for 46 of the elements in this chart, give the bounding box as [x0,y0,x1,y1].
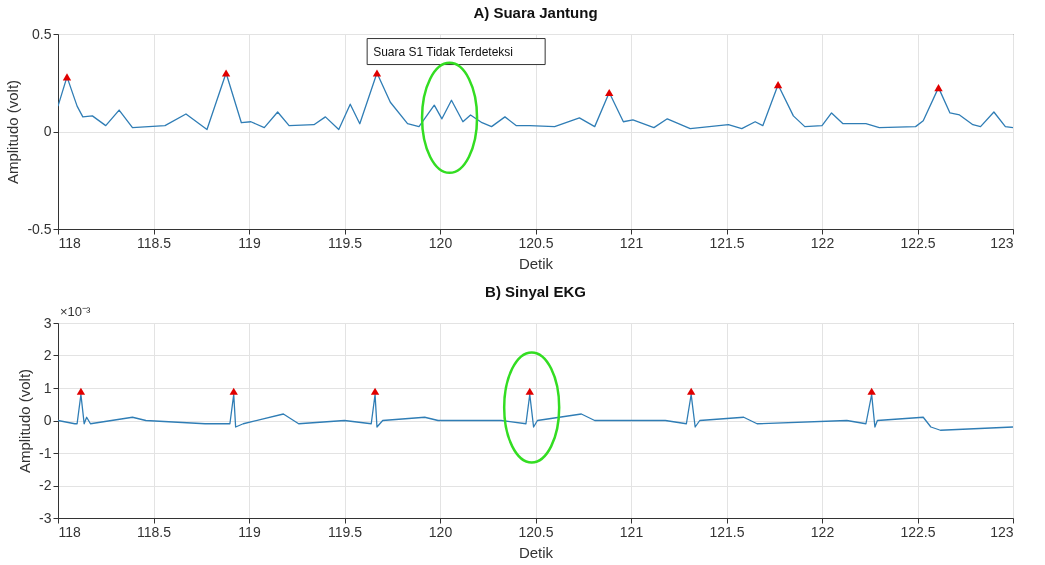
point [605,88,614,97]
x-axis-title: Detik [518,543,554,561]
point [372,69,382,77]
chart-title: A) Suara Jantung [473,4,598,21]
point [773,81,783,89]
point [221,69,231,77]
y-axis-title: Amplitudo (volt) [16,368,34,474]
x-tick-label: 118 [58,234,82,251]
x-tick-label: 119.5 [328,523,363,540]
x-tick-label: 122 [810,234,835,251]
point [934,84,943,92]
x-tick-label: 123 [990,523,1014,540]
x-tick-label: 118.5 [137,234,172,251]
x-tick-label: 123 [990,234,1014,251]
chart-title: B) Sinyal EKG [485,283,586,300]
x-tick-label: 120.5 [518,234,554,251]
x-tick-label: 121 [619,523,644,540]
x-tick-label: 122 [810,523,835,540]
y-tick-label: 2 [43,347,52,363]
x-tick-label: 122.5 [900,234,936,251]
y-axis-title: Amplitudo (volt) [4,79,22,185]
y-tick-label: -3 [39,509,52,526]
y-tick-label: -0.5 [27,220,52,237]
y-tick-label: 3 [43,314,52,331]
x-tick-label: 120 [428,523,453,540]
y-tick-label: 0 [43,123,52,139]
point [62,73,72,81]
x-tick-label: 119.5 [328,234,363,251]
x-tick-label: 119 [238,523,261,540]
x-tick-label: 118.5 [137,523,172,540]
x-tick-label: 120.5 [518,523,554,540]
x-tick-label: 118 [58,523,82,540]
y-tick-label: 1 [43,379,52,396]
x-tick-label: 121.5 [709,234,745,251]
x-tick-label: 122.5 [900,523,936,540]
text: ×10⁻³ [60,304,92,319]
y-tick-label: -2 [39,477,52,493]
x-tick-label: 121 [619,234,644,251]
x-tick-label: 121.5 [709,523,745,540]
x-tick-label: 120 [428,234,453,251]
x-tick-label: 119 [238,234,261,251]
y-tick-label: 0.5 [32,25,52,42]
x-axis-title: Detik [518,254,554,272]
annotation: Suara S1 Tidak Terdeteksi [373,44,514,59]
y-tick-label: -1 [39,444,52,461]
y-tick-label: 0 [43,412,52,428]
